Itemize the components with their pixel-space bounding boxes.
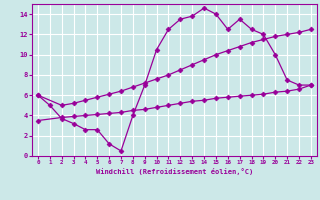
X-axis label: Windchill (Refroidissement éolien,°C): Windchill (Refroidissement éolien,°C) (96, 168, 253, 175)
